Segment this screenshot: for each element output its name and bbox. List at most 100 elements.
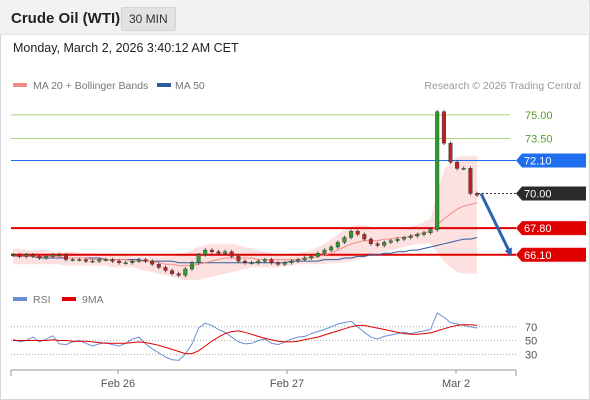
candle-body xyxy=(461,168,466,170)
level-tag-67-80: 67.80 xyxy=(516,221,586,236)
candle-body xyxy=(130,260,135,263)
candle-body xyxy=(57,254,62,257)
candle-body xyxy=(63,254,68,260)
candle-body xyxy=(335,242,340,248)
rsi-tick-30: 30 xyxy=(525,349,537,361)
candle-body xyxy=(262,259,267,262)
level-tag-shape xyxy=(516,153,586,168)
candle-body xyxy=(103,259,108,261)
candle-body xyxy=(468,168,473,194)
candle-body xyxy=(176,273,181,276)
candle-body xyxy=(402,237,407,240)
candle-body xyxy=(362,234,367,240)
candle-body xyxy=(455,161,460,169)
candle-body xyxy=(242,260,247,263)
candle-body xyxy=(415,234,420,237)
rsi-tick-50: 50 xyxy=(525,336,537,348)
candle-body xyxy=(322,249,327,254)
rsi-tick-70: 70 xyxy=(525,322,537,334)
level-tag-text: 67.80 xyxy=(524,223,552,235)
candle-body xyxy=(256,260,261,263)
candle-body xyxy=(315,253,320,257)
copyright-text: Research © 2026 Trading Central xyxy=(424,80,581,92)
level-tag-text: 70.00 xyxy=(524,189,552,201)
candle-body xyxy=(342,237,347,243)
candle-body xyxy=(209,249,214,252)
level-tag-70-00: 70.00 xyxy=(516,186,586,201)
time-label-mar2: Mar 2 xyxy=(442,378,470,390)
level-tag-text: 72.10 xyxy=(524,156,552,168)
legend-label-ma20: MA 20 + Bollinger Bands xyxy=(33,80,148,92)
bollinger-band xyxy=(13,155,477,280)
level-tag-72-10: 72.10 xyxy=(516,153,586,168)
candle-body xyxy=(77,259,82,261)
candle-body xyxy=(236,256,241,262)
candle-body xyxy=(408,235,413,238)
chart-timestamp: Monday, March 2, 2026 3:40:12 AM CET xyxy=(13,41,239,55)
candle-body xyxy=(37,256,42,259)
candle-body xyxy=(296,259,301,262)
candle-body xyxy=(382,242,387,246)
candle-body xyxy=(289,260,294,263)
candle-body xyxy=(428,229,433,233)
candle-body xyxy=(375,243,380,246)
level-tag-shape xyxy=(516,247,586,262)
candle-body xyxy=(156,264,161,268)
candle-body xyxy=(189,262,194,270)
candle-body xyxy=(203,249,208,256)
candle-body xyxy=(355,230,360,235)
legend-swatch-rsi xyxy=(13,297,27,301)
interval-button[interactable]: 30 MIN xyxy=(121,7,176,31)
candle-body xyxy=(388,240,393,243)
legend-label-rsi: RSI xyxy=(33,294,51,306)
level-tag-shape xyxy=(516,221,586,236)
candle-body xyxy=(70,259,75,261)
time-axis: Feb 26 Feb 27 Mar 2 xyxy=(10,369,517,390)
candle-body xyxy=(282,262,287,265)
candle-body xyxy=(83,259,88,262)
candle-body xyxy=(123,262,128,264)
candle-body xyxy=(276,262,281,265)
candle-body xyxy=(44,256,49,259)
candle-body xyxy=(143,259,148,262)
rsi-line xyxy=(12,312,478,361)
candle-body xyxy=(170,270,175,274)
candle-body xyxy=(196,254,201,263)
legend-swatch-ma20 xyxy=(13,83,27,87)
level-label-73-50: 73.50 xyxy=(525,134,553,146)
candle-body xyxy=(309,256,314,259)
level-tag-66-10: 66.10 xyxy=(516,247,586,262)
rsi-legend: RSI 9MA xyxy=(13,294,104,306)
candle-body xyxy=(223,251,228,254)
candle-body xyxy=(216,251,221,254)
candle-body xyxy=(435,111,440,230)
candle-body xyxy=(395,238,400,241)
candle-body xyxy=(448,142,453,163)
candle-body xyxy=(50,254,55,257)
candle-body xyxy=(441,111,446,144)
legend-label-ma50: MA 50 xyxy=(175,80,205,92)
candle-body xyxy=(24,254,29,257)
candle-body xyxy=(90,260,95,263)
price-legend: MA 20 + Bollinger Bands MA 50 Research ©… xyxy=(13,80,581,92)
level-tag-text: 66.10 xyxy=(524,250,552,262)
candle-body xyxy=(349,230,354,238)
ma20-line xyxy=(13,202,478,267)
legend-label-9ma: 9MA xyxy=(82,294,104,306)
legend-swatch-9ma xyxy=(62,297,76,301)
candle-body xyxy=(329,246,334,251)
price-panel: 75.00 73.50 72.10 70.00 67.80 66.10 xyxy=(10,109,586,280)
candle-body xyxy=(150,260,155,265)
candle-body xyxy=(229,251,234,257)
candle-body xyxy=(269,259,274,263)
candle-body xyxy=(136,259,141,262)
candle-body xyxy=(183,268,188,276)
level-tag-shape xyxy=(516,186,586,201)
instrument-title: Crude Oil (WTI) xyxy=(11,10,121,27)
candle-body xyxy=(302,257,307,260)
candle-body xyxy=(97,259,102,262)
candle-body xyxy=(475,193,480,196)
chart-header: Crude Oil (WTI) 30 MIN xyxy=(0,0,588,35)
